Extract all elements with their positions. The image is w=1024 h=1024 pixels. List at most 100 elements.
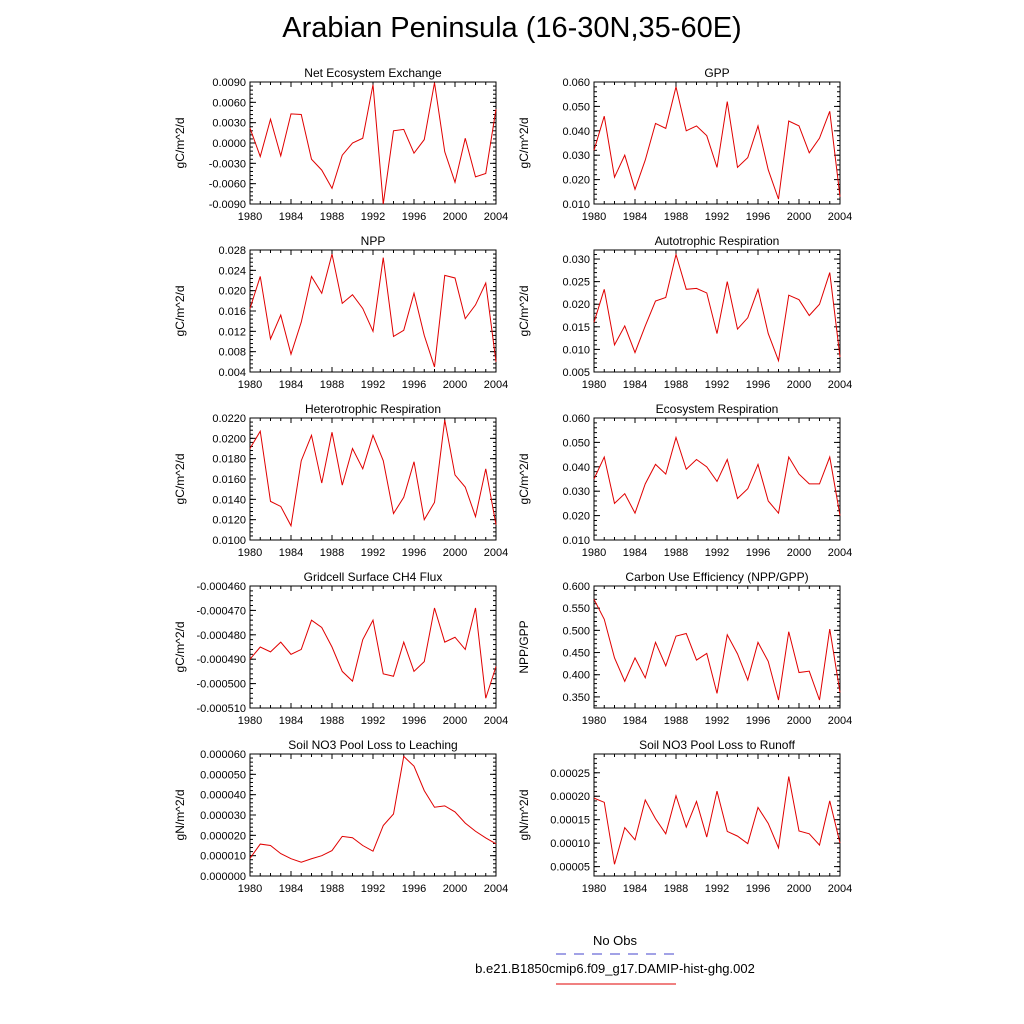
- y-tick-label: 0.016: [218, 306, 246, 318]
- panel-9: Soil NO3 Pool Loss to Runoff gN/m^2/d 1980…: [517, 738, 852, 895]
- y-tick-label: 0.020: [562, 511, 590, 523]
- y-tick-label: 0.024: [218, 265, 246, 277]
- x-tick-label: 1992: [705, 379, 729, 391]
- y-tick-label: 0.0030: [212, 118, 246, 130]
- x-tick-label: 1996: [746, 547, 770, 559]
- x-tick-label: 1996: [402, 211, 426, 223]
- y-tick-label: 0.00015: [550, 815, 590, 827]
- y-axis-label: gN/m^2/d: [517, 790, 531, 841]
- x-tick-label: 1980: [582, 715, 606, 727]
- y-axis-label: gC/m^2/d: [173, 454, 187, 505]
- x-tick-label: 1984: [623, 547, 647, 559]
- y-tick-label: 0.060: [562, 413, 590, 425]
- y-tick-label: 0.030: [562, 486, 590, 498]
- y-tick-label: 0.0140: [212, 494, 246, 506]
- y-tick-label: 0.000000: [200, 871, 246, 883]
- y-tick-label: 0.040: [562, 126, 590, 138]
- y-tick-label: 0.028: [218, 245, 246, 257]
- x-tick-label: 1984: [279, 883, 303, 895]
- series-line-0: [249, 607, 497, 699]
- y-tick-label: 0.00025: [550, 768, 590, 780]
- y-tick-label: 0.000020: [200, 830, 246, 842]
- page-title: Arabian Peninsula (16-30N,35-60E): [282, 12, 742, 44]
- x-tick-label: 1996: [746, 883, 770, 895]
- x-tick-label: 1980: [238, 715, 262, 727]
- x-tick-label: 2000: [443, 883, 467, 895]
- y-axis-label: gC/m^2/d: [173, 118, 187, 169]
- y-tick-label: 0.0220: [212, 413, 246, 425]
- x-tick-label: 1996: [402, 547, 426, 559]
- y-tick-label: 0.008: [218, 347, 246, 359]
- y-tick-label: -0.0030: [209, 158, 246, 170]
- x-tick-label: 1992: [361, 883, 385, 895]
- plot-title: Heterotrophic Respiration: [305, 402, 441, 416]
- x-tick-label: 2004: [828, 379, 852, 391]
- series-line-0: [249, 253, 497, 368]
- x-tick-label: 1984: [279, 379, 303, 391]
- x-tick-label: 2000: [443, 211, 467, 223]
- x-tick-label: 1988: [664, 211, 688, 223]
- series-line-0: [249, 82, 497, 205]
- plot-title: Autotrophic Respiration: [655, 234, 780, 248]
- x-tick-label: 2004: [828, 211, 852, 223]
- panel-3: Autotrophic Respiration gC/m^2/d 1980 1984 1…: [517, 234, 852, 391]
- x-tick-label: 2000: [443, 379, 467, 391]
- x-tick-label: 1984: [279, 547, 303, 559]
- y-tick-label: -0.0090: [209, 199, 246, 211]
- y-tick-label: -0.000470: [196, 605, 246, 617]
- y-tick-label: 0.015: [562, 322, 590, 334]
- x-tick-label: 1980: [238, 379, 262, 391]
- y-tick-label: -0.000510: [196, 703, 246, 715]
- x-tick-label: 1980: [582, 379, 606, 391]
- y-tick-label: -0.000500: [196, 679, 246, 691]
- x-tick-label: 1988: [664, 883, 688, 895]
- y-axis-label: gN/m^2/d: [173, 790, 187, 841]
- y-tick-label: -0.000490: [196, 654, 246, 666]
- x-tick-label: 2004: [484, 547, 508, 559]
- plot-title: NPP: [361, 234, 386, 248]
- y-tick-label: 0.012: [218, 326, 246, 338]
- y-axis-label: gC/m^2/d: [517, 286, 531, 337]
- x-tick-label: 2000: [787, 547, 811, 559]
- y-tick-label: 0.000030: [200, 810, 246, 822]
- x-tick-label: 1984: [623, 883, 647, 895]
- x-tick-label: 1996: [402, 379, 426, 391]
- x-tick-label: 1996: [746, 211, 770, 223]
- y-tick-label: 0.550: [562, 603, 590, 615]
- x-tick-label: 2000: [787, 883, 811, 895]
- x-tick-label: 1992: [361, 379, 385, 391]
- x-tick-label: 1992: [705, 547, 729, 559]
- x-tick-label: 1980: [582, 883, 606, 895]
- x-tick-label: 1988: [320, 379, 344, 391]
- y-tick-label: 0.050: [562, 437, 590, 449]
- x-tick-label: 1984: [279, 715, 303, 727]
- legend-model-swatch: [556, 983, 676, 985]
- plot-title: Gridcell Surface CH4 Flux: [304, 570, 443, 584]
- y-tick-label: 0.400: [562, 670, 590, 682]
- y-tick-label: 0.00020: [550, 791, 590, 803]
- y-axis-label: gC/m^2/d: [517, 454, 531, 505]
- x-tick-label: 2004: [484, 379, 508, 391]
- x-tick-label: 1992: [361, 715, 385, 727]
- x-tick-label: 1992: [705, 211, 729, 223]
- x-tick-label: 1992: [361, 211, 385, 223]
- panel-6: Gridcell Surface CH4 Flux gC/m^2/d 1980 198…: [173, 570, 508, 727]
- x-tick-label: 1984: [623, 715, 647, 727]
- series-line-0: [593, 435, 841, 516]
- x-tick-label: 2004: [828, 715, 852, 727]
- x-tick-label: 1992: [361, 547, 385, 559]
- plot-title: Soil NO3 Pool Loss to Leaching: [288, 738, 457, 752]
- plot-frame: [593, 81, 841, 205]
- x-tick-label: 1984: [623, 211, 647, 223]
- x-tick-label: 1996: [402, 715, 426, 727]
- x-tick-label: 1988: [664, 547, 688, 559]
- plot-frame: [593, 417, 841, 541]
- x-tick-label: 1980: [582, 547, 606, 559]
- y-tick-label: 0.020: [218, 286, 246, 298]
- y-tick-label: 0.030: [562, 150, 590, 162]
- panel-1: GPP gC/m^2/d 1980 1984 1988 1992 1996 2000 2004 0…: [517, 66, 852, 223]
- y-tick-label: 0.040: [562, 462, 590, 474]
- x-tick-label: 2000: [787, 715, 811, 727]
- y-axis-label: gC/m^2/d: [173, 622, 187, 673]
